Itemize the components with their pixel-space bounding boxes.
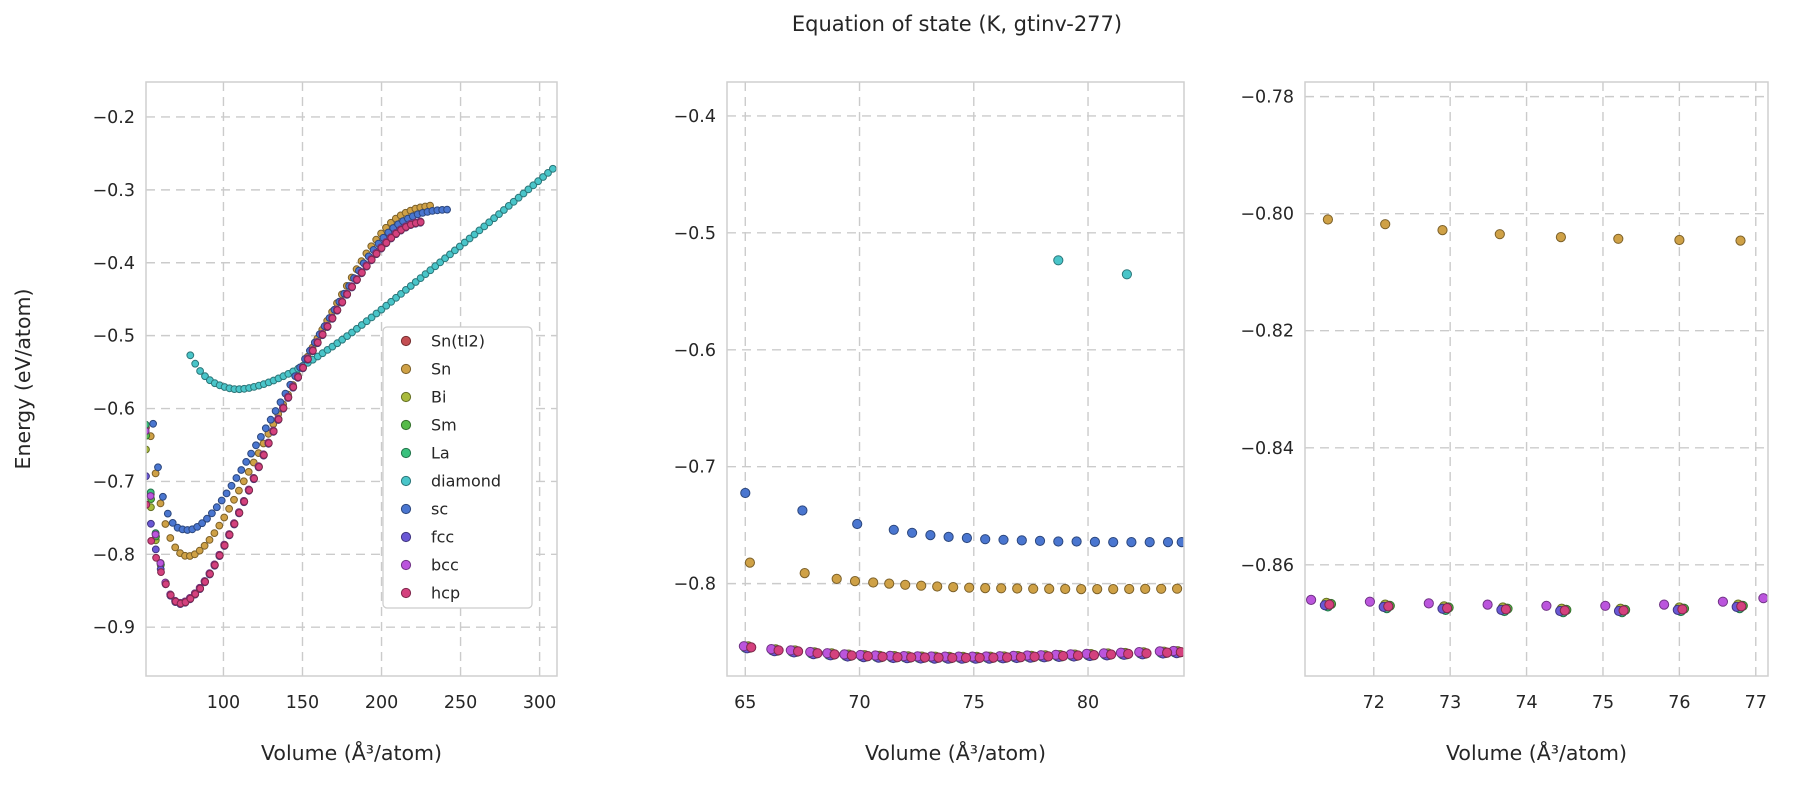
x-axis-label: Volume (Å³/atom) [865,739,1046,765]
x-tick-label: 300 [523,693,556,713]
y-tick-label: −0.2 [93,108,136,128]
legend-label-Sm: Sm [431,416,457,435]
gridlines [1305,82,1768,676]
tick-labels: 72 73 74 75 76 77 −0.86 −0.84 −0.82 −0.80 −0.78 [1240,88,1767,713]
series-sc [740,487,1185,548]
legend-marker-Sn [400,363,412,375]
y-tick-label: −0.4 [93,254,136,274]
x-tick-label: 250 [444,693,477,713]
tick-labels: 100 150 200 250 300 −0.9 −0.8 −0.7 −0.6 −0.5 −0.4 −… [93,108,557,713]
panel-mid-zoom: 65 70 75 80 −0.8 −0.7 −0.6 −0.5 −0.4 Volume (Å³/a… [674,81,1185,765]
legend-label-bcc: bcc [431,556,459,575]
legend-marker-bcc [400,559,412,571]
x-tick-label: 65 [734,693,756,713]
panel-right-zoom: 72 73 74 75 76 77 −0.86 −0.84 −0.82 −0.80 −0.78 Vol… [1240,81,1769,765]
series-hcp [145,218,425,608]
y-tick-label: −0.5 [93,327,136,347]
y-tick-label: −0.7 [674,458,717,478]
y-tick-label: −0.5 [674,224,717,244]
legend-label-La: La [431,444,450,463]
axes-spines [726,81,1185,677]
series-diamond [1053,255,1133,280]
x-tick-label: 150 [286,693,319,713]
y-tick-label: −0.82 [1240,322,1294,342]
legend-label-diamond: diamond [431,472,501,491]
x-tick-label: 75 [1592,693,1614,713]
x-axis-label: Volume (Å³/atom) [261,739,442,765]
legend-marker-Bi [400,391,412,403]
x-tick-label: 76 [1668,693,1690,713]
series-bcc [1306,593,1769,611]
series-hcp [746,642,1185,663]
legend-box [382,326,533,609]
legend-marker-Sn(tI2) [400,335,412,347]
x-tick-label: 80 [1077,693,1099,713]
y-tick-label: −0.84 [1240,439,1294,459]
legend-marker-hcp [400,587,412,599]
axes-spines [145,81,558,677]
y-tick-label: −0.78 [1240,88,1294,108]
y-tick-label: −0.8 [674,575,717,595]
panel-overview: 100 150 200 250 300 −0.9 −0.8 −0.7 −0.6 −0.5 −0.4 −… [11,81,558,765]
y-tick-label: −0.86 [1240,556,1294,576]
y-tick-label: −0.80 [1240,205,1294,225]
legend-label-Sn(tI2): Sn(tI2) [431,332,485,351]
x-tick-label: 77 [1745,693,1767,713]
y-tick-label: −0.4 [674,107,717,127]
legend-label-sc: sc [431,500,448,519]
y-tick-label: −0.6 [93,400,136,420]
x-tick-label: 100 [207,693,240,713]
series-sc [149,205,452,534]
series-diamond [186,164,557,394]
axes-spines [1304,81,1769,677]
legend-label-Bi: Bi [431,388,446,407]
legend-label-fcc: fcc [431,528,454,547]
legend-label-Sn: Sn [431,360,451,379]
legend-marker-sc [400,503,412,515]
legend-marker-La [400,447,412,459]
x-tick-label: 200 [365,693,398,713]
y-tick-label: −0.8 [93,545,136,565]
y-tick-label: −0.7 [93,472,136,492]
figure-title: Equation of state (K, gtinv-277) [791,12,1123,36]
series-Sn [744,557,1183,595]
legend: Sn(tI2) Sn Bi Sm La diamond sc fcc bcc hcp [382,326,533,609]
series-hcp [1324,599,1747,616]
legend-marker-diamond [400,475,412,487]
tick-labels: 65 70 75 80 −0.8 −0.7 −0.6 −0.5 −0.4 [674,107,1100,713]
x-axis-label: Volume (Å³/atom) [1446,739,1627,765]
x-tick-label: 70 [848,693,870,713]
legend-marker-Sm [400,419,412,431]
series-bcc [738,641,1179,662]
y-tick-label: −0.6 [674,341,717,361]
y-tick-label: −0.3 [93,181,136,201]
x-tick-label: 72 [1363,693,1385,713]
legend-label-hcp: hcp [431,584,460,603]
y-axis-label: Energy (eV/atom) [11,289,35,470]
x-tick-label: 74 [1515,693,1537,713]
series-Sn [1322,214,1746,246]
x-tick-label: 75 [963,693,985,713]
legend-marker-fcc [400,531,412,543]
x-tick-label: 73 [1439,693,1461,713]
y-tick-label: −0.9 [93,618,136,638]
gridlines [727,82,1184,676]
